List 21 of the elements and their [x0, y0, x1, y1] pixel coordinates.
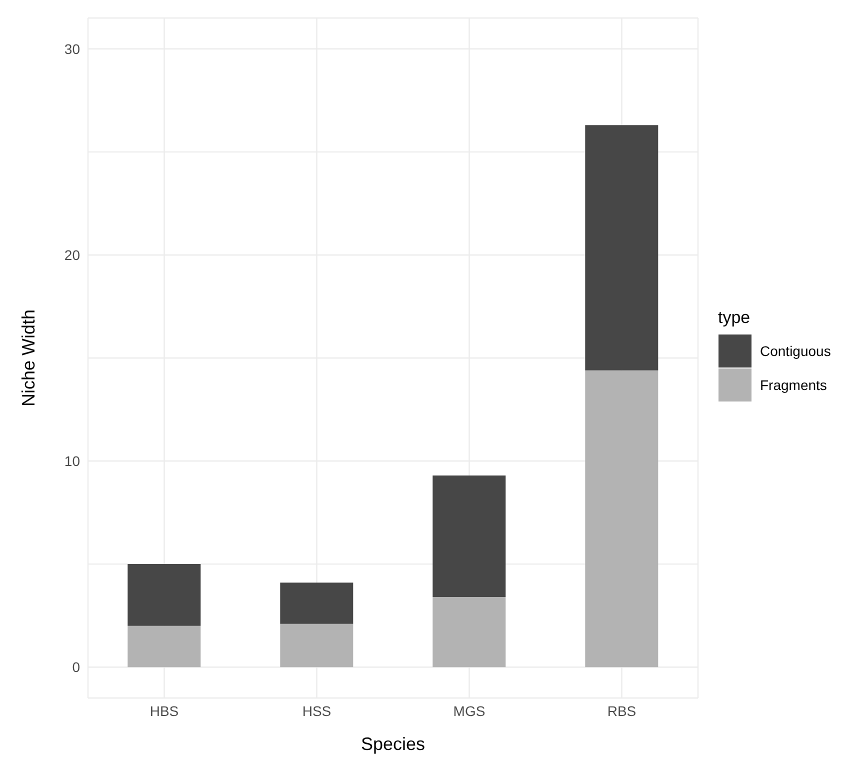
legend-title: type	[718, 308, 752, 328]
bar	[280, 624, 354, 668]
x-axis-title: Species	[360, 734, 426, 754]
y-tick-label: 30	[64, 40, 80, 57]
x-tick-label: HBS	[150, 702, 179, 719]
bar	[280, 582, 354, 624]
bar	[432, 597, 506, 668]
x-tick-label: HSS	[302, 702, 332, 719]
legend-label: Fragments	[760, 377, 827, 393]
bar	[128, 564, 201, 626]
y-tick-label: 10	[64, 453, 80, 469]
y-tick-label: 0	[72, 659, 80, 676]
y-axis-title: Niche Width	[18, 309, 38, 407]
bar	[128, 626, 201, 668]
bar	[585, 370, 658, 668]
y-tick-label: 20	[64, 246, 80, 263]
x-tick-label: MGS	[453, 702, 486, 719]
bar	[432, 475, 506, 598]
bar	[585, 125, 658, 370]
legend-label: Contiguous	[760, 343, 831, 359]
x-tick-label: RBS	[607, 702, 636, 719]
